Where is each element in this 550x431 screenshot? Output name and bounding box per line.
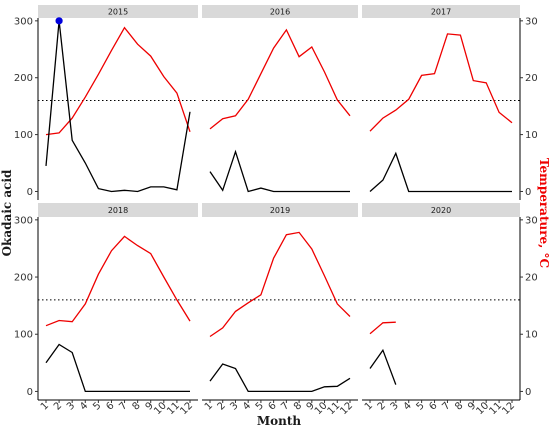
x-tick-label: 2 — [216, 400, 228, 412]
x-tick-label: 5 — [254, 400, 266, 412]
x-tick-label: 8 — [292, 400, 304, 412]
facet-strip — [38, 5, 198, 18]
okadaic-acid-line — [209, 149, 350, 193]
okadaic-acid-line — [209, 363, 351, 393]
temperature-line — [209, 28, 351, 130]
okadaic-acid-line — [369, 348, 397, 385]
x-tick-label: 4 — [78, 400, 90, 412]
x-tick-label: 6 — [266, 400, 278, 412]
temperature-line — [45, 235, 191, 327]
x-tick-label: 3 — [65, 400, 77, 412]
x-tick-label: 4 — [402, 400, 414, 412]
x-axis-title: Month — [257, 414, 302, 428]
x-tick-label: 3 — [389, 400, 401, 412]
facet-panel-2017: 2017 — [362, 5, 520, 193]
x-tick-label: 2 — [52, 400, 64, 412]
y-axis-title-left: Okadaic acid — [0, 169, 14, 256]
x-tick-label: 8 — [453, 400, 465, 412]
facet-strip-label: 2016 — [270, 8, 290, 17]
facet-strip-label: 2018 — [108, 206, 128, 215]
right-y-tick-label: 20 — [525, 73, 538, 84]
okadaic-acid-line — [45, 20, 191, 193]
okadaic-acid-line — [369, 151, 512, 193]
x-tick-label: 1 — [39, 400, 51, 412]
x-tick-label: 7 — [117, 400, 129, 412]
x-tick-label: 8 — [130, 400, 142, 412]
facet-strip — [202, 203, 358, 217]
facet-strip-label: 2017 — [431, 8, 451, 17]
facet-panel-2020: 2020 — [362, 203, 520, 401]
facet-panel-2018: 2018 — [38, 203, 198, 401]
facet-panel-2016: 2016 — [202, 5, 358, 193]
right-y-tick-label: 0 — [525, 187, 531, 198]
right-y-tick-label: 20 — [525, 273, 538, 284]
facet-strip — [38, 203, 198, 217]
x-tick-label: 4 — [241, 400, 253, 412]
facet-strip — [202, 5, 358, 18]
left-y-tick-label: 0 — [27, 387, 33, 398]
left-y-axes: 0 100 200 300 0 100 200 300 — [14, 16, 39, 400]
facet-panel-2015: 2015 — [38, 5, 198, 193]
left-y-tick-label: 200 — [14, 73, 33, 84]
x-tick-label: 7 — [279, 400, 291, 412]
x-tick-label: 1 — [363, 400, 375, 412]
right-y-axes: 0 10 20 30 0 10 20 30 — [519, 16, 538, 400]
temperature-line — [45, 26, 191, 136]
x-tick-label: 5 — [414, 400, 426, 412]
x-tick-label: 1 — [203, 400, 215, 412]
facet-strip — [362, 203, 520, 217]
facet-strip-label: 2020 — [431, 206, 451, 215]
peak-point-marker — [55, 17, 63, 25]
left-y-tick-label: 100 — [14, 130, 33, 141]
x-tick-label: 12 — [178, 400, 195, 417]
y-axis-title-right: Temperature, °C — [537, 158, 550, 268]
okadaic-acid-line — [45, 343, 190, 393]
facet-strip-label: 2015 — [108, 8, 128, 17]
left-y-tick-label: 300 — [14, 215, 33, 226]
x-tick-label: 12 — [338, 400, 355, 417]
right-y-tick-label: 30 — [525, 16, 538, 27]
facet-panel-2019: 2019 — [202, 203, 358, 401]
left-y-tick-label: 200 — [14, 273, 33, 284]
facet-panels: 2015 2016 2017 2018 2019 2020 — [38, 5, 520, 401]
right-y-tick-label: 10 — [525, 130, 538, 141]
x-tick-label: 7 — [440, 400, 452, 412]
x-tick-label: 12 — [500, 400, 517, 417]
x-tick-label: 3 — [228, 400, 240, 412]
x-tick-label: 6 — [104, 400, 116, 412]
right-y-tick-label: 30 — [525, 215, 538, 226]
x-tick-label: 5 — [91, 400, 103, 412]
temperature-line — [209, 231, 351, 338]
x-tick-label: 6 — [427, 400, 439, 412]
facet-strip-label: 2019 — [270, 206, 290, 215]
right-y-tick-label: 0 — [525, 387, 531, 398]
facet-strip — [362, 5, 520, 18]
left-y-tick-label: 0 — [27, 187, 33, 198]
left-y-tick-label: 300 — [14, 16, 33, 27]
temperature-line — [369, 33, 513, 132]
right-y-tick-label: 10 — [525, 330, 538, 341]
left-y-tick-label: 100 — [14, 330, 33, 341]
x-tick-label: 2 — [376, 400, 388, 412]
temperature-line — [369, 321, 396, 335]
